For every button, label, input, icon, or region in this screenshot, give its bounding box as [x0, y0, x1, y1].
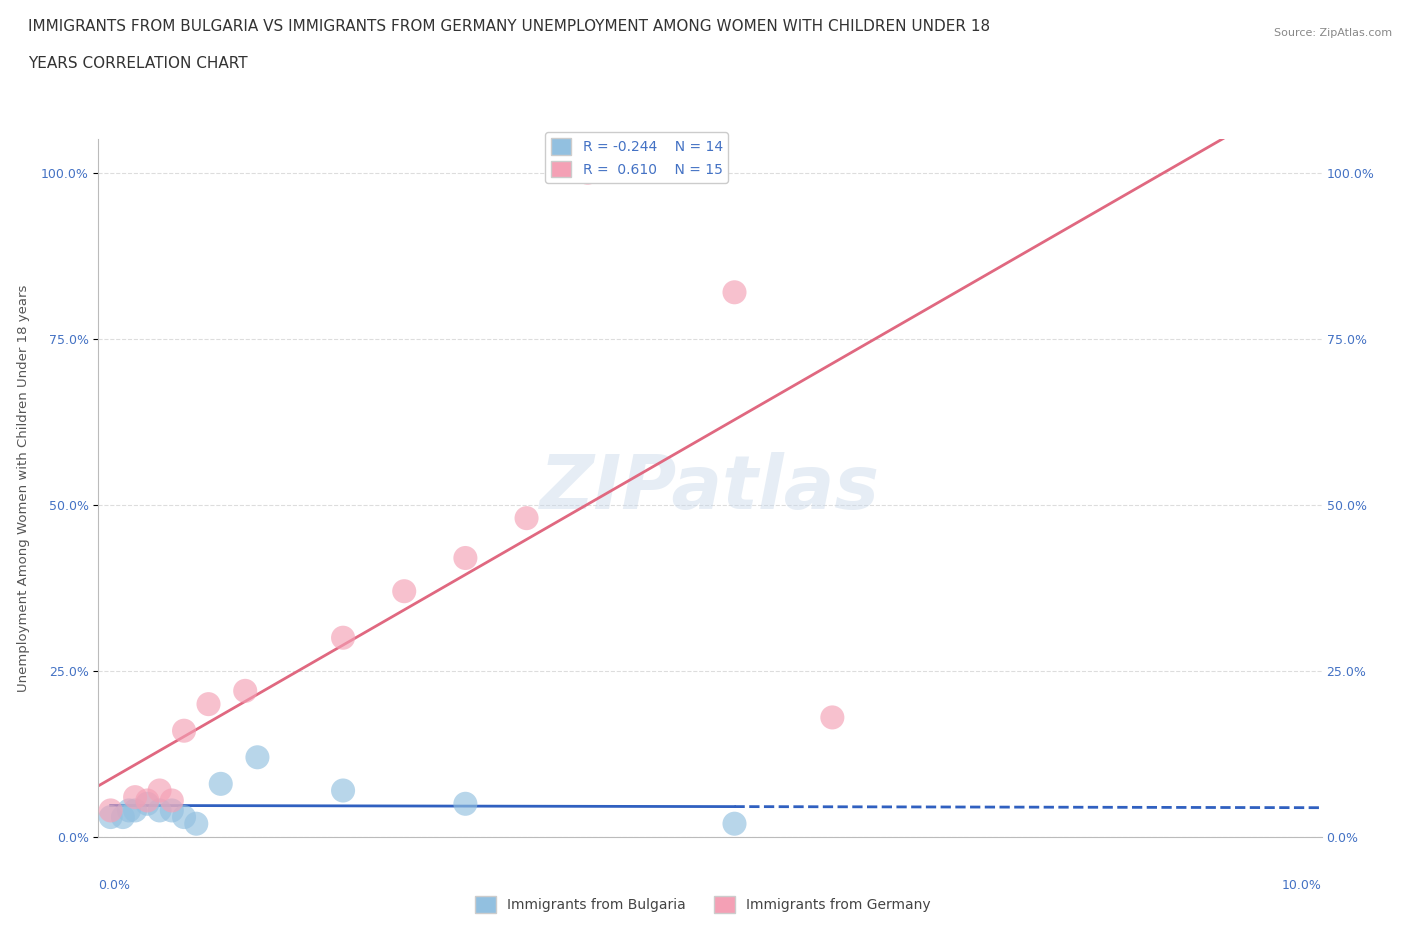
Point — [100, 803, 122, 817]
Point — [124, 790, 146, 804]
Point — [160, 803, 183, 817]
Point — [821, 710, 844, 724]
Legend: R = -0.244    N = 14, R =  0.610    N = 15: R = -0.244 N = 14, R = 0.610 N = 15 — [546, 132, 728, 183]
Point — [136, 793, 159, 808]
Point — [118, 803, 141, 817]
Point — [723, 817, 745, 831]
Point — [576, 166, 599, 180]
Legend: Immigrants from Bulgaria, Immigrants from Germany: Immigrants from Bulgaria, Immigrants fro… — [470, 890, 936, 919]
Point — [136, 796, 159, 811]
Point — [173, 724, 195, 738]
Point — [186, 817, 208, 831]
Point — [111, 810, 134, 825]
Point — [332, 631, 354, 645]
Text: IMMIGRANTS FROM BULGARIA VS IMMIGRANTS FROM GERMANY UNEMPLOYMENT AMONG WOMEN WIT: IMMIGRANTS FROM BULGARIA VS IMMIGRANTS F… — [28, 19, 990, 33]
Point — [149, 783, 172, 798]
Point — [233, 684, 256, 698]
Text: ZIPatlas: ZIPatlas — [540, 452, 880, 525]
Point — [392, 584, 416, 599]
Text: 0.0%: 0.0% — [98, 879, 131, 892]
Text: YEARS CORRELATION CHART: YEARS CORRELATION CHART — [28, 56, 247, 71]
Point — [149, 803, 172, 817]
Point — [723, 285, 745, 299]
Text: Source: ZipAtlas.com: Source: ZipAtlas.com — [1274, 28, 1392, 38]
Text: 10.0%: 10.0% — [1282, 879, 1322, 892]
Y-axis label: Unemployment Among Women with Children Under 18 years: Unemployment Among Women with Children U… — [17, 285, 30, 692]
Point — [454, 796, 477, 811]
Point — [173, 810, 195, 825]
Point — [100, 810, 122, 825]
Point — [454, 551, 477, 565]
Point — [209, 777, 232, 791]
Point — [197, 697, 219, 711]
Point — [516, 511, 538, 525]
Point — [124, 803, 146, 817]
Point — [160, 793, 183, 808]
Point — [246, 750, 269, 764]
Point — [332, 783, 354, 798]
